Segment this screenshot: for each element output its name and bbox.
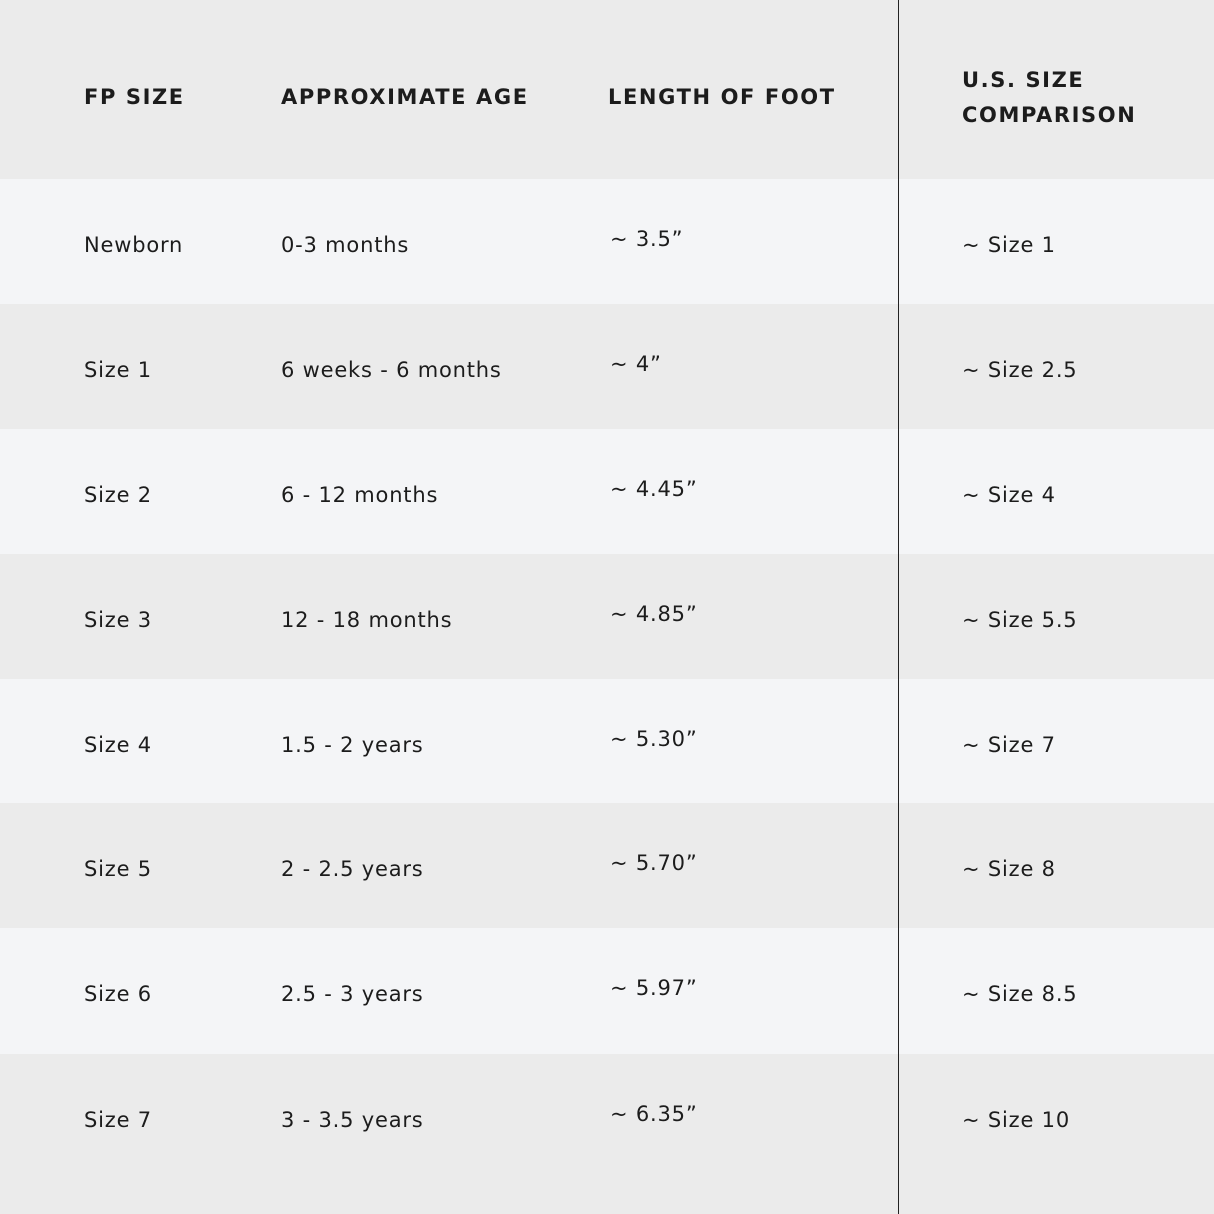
- us-size-cell: ~ Size 2.5: [962, 358, 1078, 382]
- table-header: FP SIZE APPROXIMATE AGE LENGTH OF FOOT U…: [0, 0, 1214, 179]
- age-cell: 0-3 months: [281, 233, 410, 257]
- table-row: Size 4 1.5 - 2 years ~ 5.30” ~ Size 7: [0, 679, 1214, 803]
- header-us-size-line1: U.S. SIZE: [962, 68, 1085, 92]
- us-size-cell: ~ Size 1: [962, 233, 1056, 257]
- us-size-cell: ~ Size 4: [962, 483, 1056, 507]
- table-row: Size 7 3 - 3.5 years ~ 6.35” ~ Size 10: [0, 1054, 1214, 1214]
- column-divider: [898, 0, 899, 1214]
- foot-length-cell: ~ 5.70”: [610, 851, 698, 875]
- foot-length-cell: ~ 6.35”: [610, 1102, 698, 1126]
- age-cell: 2.5 - 3 years: [281, 982, 424, 1006]
- fp-size-cell: Size 7: [84, 1108, 152, 1132]
- us-size-cell: ~ Size 10: [962, 1108, 1070, 1132]
- age-cell: 6 weeks - 6 months: [281, 358, 502, 382]
- age-cell: 3 - 3.5 years: [281, 1108, 424, 1132]
- fp-size-cell: Size 3: [84, 608, 152, 632]
- age-cell: 12 - 18 months: [281, 608, 453, 632]
- fp-size-cell: Size 1: [84, 358, 152, 382]
- foot-length-cell: ~ 3.5”: [610, 227, 684, 251]
- table-row: Newborn 0-3 months ~ 3.5” ~ Size 1: [0, 179, 1214, 304]
- table-row: Size 5 2 - 2.5 years ~ 5.70” ~ Size 8: [0, 803, 1214, 928]
- foot-length-cell: ~ 4.85”: [610, 602, 698, 626]
- table-row: Size 1 6 weeks - 6 months ~ 4” ~ Size 2.5: [0, 304, 1214, 429]
- header-approximate-age: APPROXIMATE AGE: [281, 85, 529, 109]
- fp-size-cell: Size 6: [84, 982, 152, 1006]
- foot-length-cell: ~ 4”: [610, 352, 662, 376]
- age-cell: 2 - 2.5 years: [281, 857, 424, 881]
- fp-size-cell: Size 4: [84, 733, 152, 757]
- table-row: Size 6 2.5 - 3 years ~ 5.97” ~ Size 8.5: [0, 928, 1214, 1054]
- us-size-cell: ~ Size 8.5: [962, 982, 1078, 1006]
- us-size-cell: ~ Size 7: [962, 733, 1056, 757]
- foot-length-cell: ~ 5.97”: [610, 976, 698, 1000]
- fp-size-cell: Size 5: [84, 857, 152, 881]
- age-cell: 1.5 - 2 years: [281, 733, 424, 757]
- header-us-size-comparison: U.S. SIZE COMPARISON: [962, 63, 1136, 133]
- us-size-cell: ~ Size 8: [962, 857, 1056, 881]
- table-row: Size 3 12 - 18 months ~ 4.85” ~ Size 5.5: [0, 554, 1214, 679]
- foot-length-cell: ~ 5.30”: [610, 727, 698, 751]
- header-us-size-line2: COMPARISON: [962, 103, 1137, 127]
- fp-size-cell: Size 2: [84, 483, 152, 507]
- header-length-of-foot: LENGTH OF FOOT: [608, 85, 836, 109]
- header-fp-size: FP SIZE: [84, 85, 185, 109]
- us-size-cell: ~ Size 5.5: [962, 608, 1078, 632]
- foot-length-cell: ~ 4.45”: [610, 477, 698, 501]
- table-row: Size 2 6 - 12 months ~ 4.45” ~ Size 4: [0, 429, 1214, 554]
- age-cell: 6 - 12 months: [281, 483, 439, 507]
- fp-size-cell: Newborn: [84, 233, 184, 257]
